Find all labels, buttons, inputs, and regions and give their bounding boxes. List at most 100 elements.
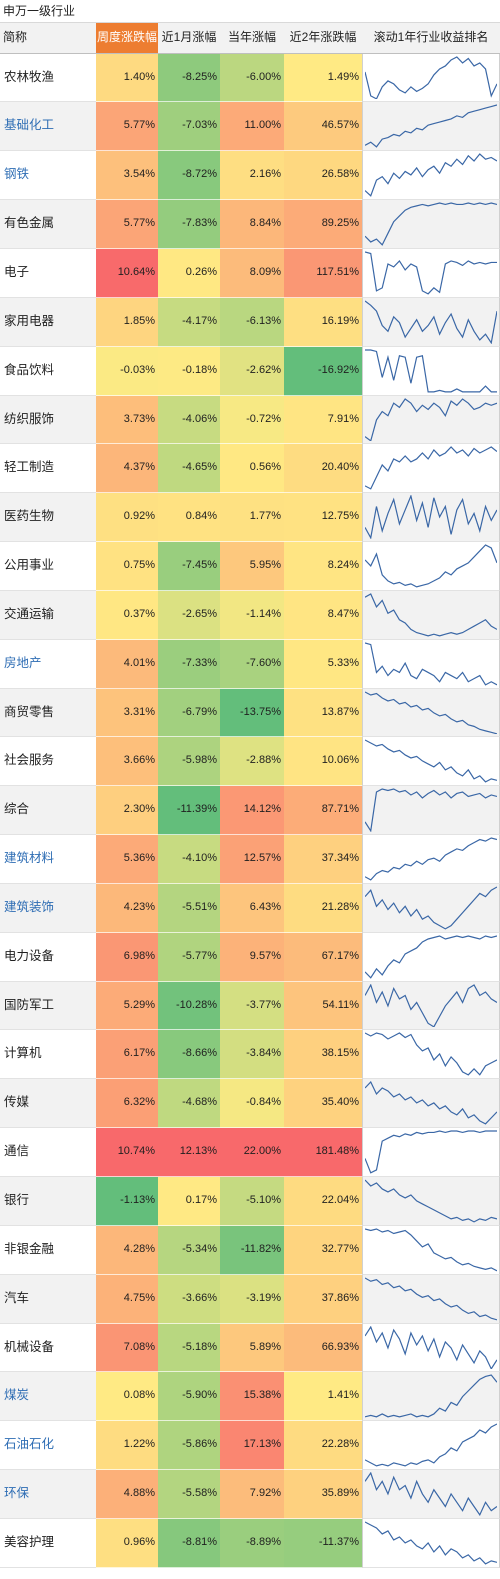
- table-row: 美容护理 0.96% -8.81% -8.89% -11.37%: [0, 1518, 500, 1568]
- cell-1m-change: -3.66%: [158, 1274, 220, 1324]
- table-row: 汽车 4.75% -3.66% -3.19% 37.86%: [0, 1274, 500, 1324]
- industry-name[interactable]: 建筑材料: [0, 835, 96, 884]
- industry-name: 美容护理: [0, 1519, 96, 1568]
- cell-weekly-change: 0.08%: [96, 1372, 158, 1422]
- rank-trend-cell: [362, 200, 500, 249]
- table-row: 商贸零售 3.31% -6.79% -13.75% 13.87%: [0, 688, 500, 738]
- table-row: 建筑装饰 4.23% -5.51% 6.43% 21.28%: [0, 883, 500, 933]
- cell-1m-change: -4.10%: [158, 835, 220, 884]
- cell-1m-change: -4.06%: [158, 395, 220, 445]
- industry-name: 综合: [0, 786, 96, 836]
- industry-name[interactable]: 环保: [0, 1470, 96, 1519]
- rank-sparkline: [365, 1374, 497, 1418]
- cell-1m-change: -5.18%: [158, 1323, 220, 1373]
- cell-2y-change: 7.91%: [284, 395, 362, 445]
- rank-sparkline: [365, 788, 497, 832]
- rank-trend-cell: [362, 1274, 500, 1324]
- sparkline-line: [365, 1473, 497, 1515]
- cell-ytd-change: -0.72%: [220, 395, 284, 445]
- rank-sparkline: [365, 349, 497, 393]
- rank-trend-cell: [362, 297, 500, 347]
- rank-sparkline: [365, 495, 497, 539]
- rank-sparkline: [365, 739, 497, 783]
- rank-sparkline: [365, 104, 497, 148]
- cell-2y-change: 12.75%: [284, 493, 362, 543]
- sparkline-line: [365, 1229, 497, 1271]
- cell-ytd-change: 5.89%: [220, 1323, 284, 1373]
- table-row: 家用电器 1.85% -4.17% -6.13% 16.19%: [0, 297, 500, 347]
- rank-sparkline: [365, 642, 497, 686]
- sparkline-line: [365, 1131, 497, 1173]
- cell-2y-change: 10.06%: [284, 737, 362, 787]
- cell-weekly-change: 4.23%: [96, 883, 158, 933]
- industry-name[interactable]: 煤炭: [0, 1372, 96, 1422]
- cell-1m-change: -4.68%: [158, 1079, 220, 1129]
- rank-trend-cell: [362, 1323, 500, 1373]
- industry-name[interactable]: 石油石化: [0, 1421, 96, 1471]
- cell-ytd-change: 2.16%: [220, 151, 284, 201]
- cell-2y-change: 181.48%: [284, 1128, 362, 1177]
- cell-1m-change: -8.66%: [158, 1030, 220, 1080]
- cell-1m-change: -5.34%: [158, 1225, 220, 1275]
- rank-trend-cell: [362, 981, 500, 1031]
- sparkline-line: [365, 936, 497, 978]
- sparkline-line: [365, 1424, 497, 1466]
- header-rank-trend: 滚动1年行业收益排名: [373, 30, 489, 44]
- cell-1m-change: -8.72%: [158, 151, 220, 201]
- cell-1m-change: -5.98%: [158, 737, 220, 787]
- cell-ytd-change: 15.38%: [220, 1372, 284, 1422]
- cell-2y-change: 87.71%: [284, 786, 362, 836]
- rank-sparkline: [365, 1326, 497, 1370]
- cell-2y-change: 35.89%: [284, 1470, 362, 1519]
- table-row: 社会服务 3.66% -5.98% -2.88% 10.06%: [0, 737, 500, 787]
- sparkline-line: [365, 105, 497, 147]
- table-row: 石油石化 1.22% -5.86% 17.13% 22.28%: [0, 1421, 500, 1471]
- table-row: 环保 4.88% -5.58% 7.92% 35.89%: [0, 1470, 500, 1519]
- table-title: 申万一级行业: [3, 4, 76, 18]
- cell-ytd-change: 8.09%: [220, 248, 284, 298]
- industry-name: 有色金属: [0, 200, 96, 249]
- table-row: 纺织服饰 3.73% -4.06% -0.72% 7.91%: [0, 395, 500, 445]
- cell-2y-change: 67.17%: [284, 932, 362, 982]
- industry-name: 电子: [0, 249, 96, 298]
- cell-weekly-change: 3.66%: [96, 737, 158, 787]
- cell-ytd-change: 9.57%: [220, 932, 284, 982]
- cell-2y-change: 8.24%: [284, 542, 362, 591]
- cell-weekly-change: 3.73%: [96, 395, 158, 445]
- sparkline-line: [365, 350, 497, 392]
- industry-name[interactable]: 钢铁: [0, 151, 96, 201]
- cell-2y-change: 20.40%: [284, 444, 362, 494]
- cell-weekly-change: 2.30%: [96, 786, 158, 836]
- rank-sparkline: [365, 837, 497, 881]
- cell-weekly-change: 0.96%: [96, 1518, 158, 1568]
- table-row: 农林牧渔 1.40% -8.25% -6.00% 1.49%: [0, 53, 500, 103]
- rank-sparkline: [365, 984, 497, 1028]
- cell-1m-change: -7.83%: [158, 200, 220, 249]
- cell-weekly-change: 4.88%: [96, 1470, 158, 1519]
- cell-ytd-change: 1.77%: [220, 493, 284, 543]
- table-row: 交通运输 0.37% -2.65% -1.14% 8.47%: [0, 590, 500, 640]
- cell-weekly-change: 1.40%: [96, 53, 158, 103]
- industry-name[interactable]: 建筑装饰: [0, 883, 96, 933]
- cell-weekly-change: 4.37%: [96, 444, 158, 494]
- cell-2y-change: 13.87%: [284, 688, 362, 738]
- cell-2y-change: 8.47%: [284, 590, 362, 640]
- rank-sparkline: [365, 1521, 497, 1565]
- cell-ytd-change: 0.56%: [220, 444, 284, 494]
- table-row: 建筑材料 5.36% -4.10% 12.57% 37.34%: [0, 835, 500, 884]
- industry-name[interactable]: 基础化工: [0, 102, 96, 152]
- cell-1m-change: -11.39%: [158, 786, 220, 836]
- rank-sparkline: [365, 935, 497, 979]
- rank-trend-cell: [362, 1470, 500, 1519]
- sparkline-line: [365, 985, 497, 1027]
- cell-ytd-change: 6.43%: [220, 883, 284, 933]
- industry-name: 商贸零售: [0, 688, 96, 738]
- industry-name: 传媒: [0, 1079, 96, 1129]
- cell-2y-change: 16.19%: [284, 297, 362, 347]
- table-row: 医药生物 0.92% 0.84% 1.77% 12.75%: [0, 493, 500, 543]
- cell-2y-change: 35.40%: [284, 1079, 362, 1129]
- rank-trend-cell: [362, 737, 500, 787]
- rank-sparkline: [365, 691, 497, 735]
- industry-name[interactable]: 房地产: [0, 640, 96, 689]
- cell-ytd-change: -11.82%: [220, 1225, 284, 1275]
